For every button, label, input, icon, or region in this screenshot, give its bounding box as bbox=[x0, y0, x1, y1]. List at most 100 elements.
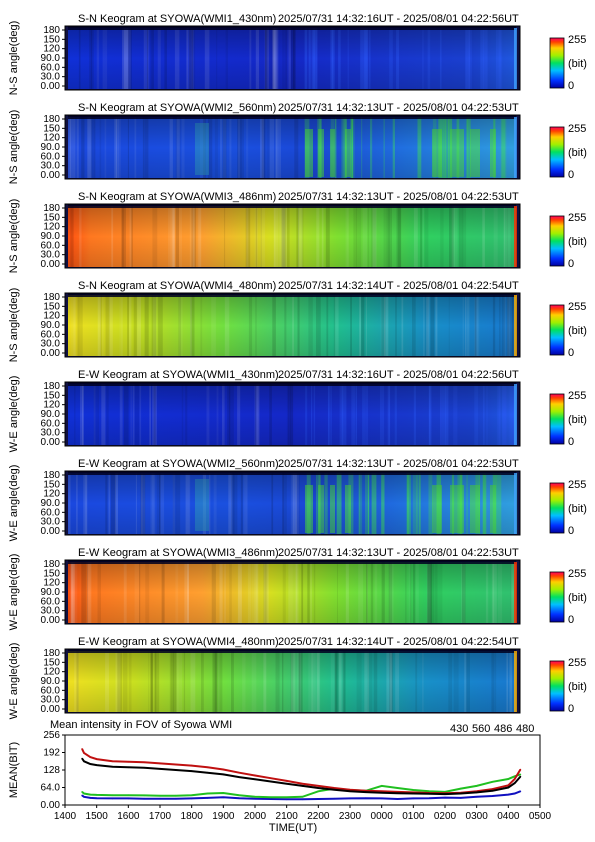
top-band bbox=[68, 471, 516, 475]
data-point-486 bbox=[81, 748, 83, 750]
mean-y-tick-label: 64.0 bbox=[41, 783, 61, 794]
colorbar bbox=[549, 37, 565, 89]
y-tick-label: 0.00 bbox=[41, 348, 61, 359]
data-point-430 bbox=[127, 797, 130, 800]
y-tick-label: 150 bbox=[43, 568, 60, 579]
keogram-panel: E-W Keogram at SYOWA(WMI4_480nm) 2025/07/… bbox=[8, 636, 587, 719]
colorbar-min-label: 0 bbox=[568, 169, 574, 181]
data-point-486 bbox=[507, 784, 510, 787]
keogram-panel: E-W Keogram at SYOWA(WMI1_430nm) 2025/07/… bbox=[8, 369, 587, 452]
mean-y-tick-label: 192 bbox=[43, 748, 60, 759]
dawn-edge bbox=[514, 295, 517, 356]
data-point-430 bbox=[491, 795, 494, 797]
data-point-480 bbox=[254, 778, 256, 781]
colorbar-max-label: 255 bbox=[568, 657, 586, 669]
colorbar-max-label: 255 bbox=[568, 301, 586, 313]
y-axis-label: N-S angle(deg) bbox=[8, 199, 20, 274]
top-band bbox=[68, 649, 516, 653]
data-point-430 bbox=[95, 797, 98, 799]
dawn-edge bbox=[514, 562, 517, 623]
data-point-480 bbox=[301, 785, 304, 787]
data-point-486 bbox=[238, 771, 240, 774]
mean-x-tick-label: 2100 bbox=[276, 811, 299, 822]
data-point-430 bbox=[83, 796, 85, 798]
data-point-560 bbox=[206, 792, 209, 795]
y-tick-label: 30.0 bbox=[41, 428, 61, 439]
mean-x-tick-label: 1400 bbox=[54, 811, 77, 822]
colorbar bbox=[549, 571, 565, 623]
panel-title: S-N Keogram at SYOWA(WMI4_480nm) bbox=[78, 280, 276, 292]
data-point-486 bbox=[254, 774, 256, 777]
y-tick-label: 180 bbox=[43, 25, 60, 36]
data-point-486 bbox=[143, 761, 145, 764]
data-point-486 bbox=[206, 766, 209, 769]
data-point-480 bbox=[190, 770, 193, 772]
mean-y-tick-label: 128 bbox=[43, 765, 60, 776]
data-point-560 bbox=[270, 796, 272, 799]
data-point-560 bbox=[143, 794, 145, 797]
legend-label-560: 560 bbox=[472, 723, 490, 735]
data-point-560 bbox=[301, 796, 304, 798]
mean-x-tick-label: 1800 bbox=[181, 811, 204, 822]
colorbar bbox=[549, 304, 565, 356]
mean-x-tick-label: 0200 bbox=[434, 811, 457, 822]
top-band bbox=[68, 115, 516, 119]
y-tick-label: 60.0 bbox=[41, 240, 61, 251]
data-point-486 bbox=[127, 761, 130, 763]
y-tick-label: 0.00 bbox=[41, 81, 61, 92]
top-band bbox=[68, 26, 516, 30]
data-point-480 bbox=[396, 792, 399, 794]
panel-title: E-W Keogram at SYOWA(WMI1_430nm) bbox=[78, 369, 279, 381]
data-point-480 bbox=[159, 768, 161, 770]
colorbar-max-label: 255 bbox=[568, 568, 586, 580]
colorbar-max-label: 255 bbox=[568, 479, 586, 491]
limb-shade bbox=[68, 473, 516, 534]
data-point-486 bbox=[519, 768, 522, 771]
top-band bbox=[68, 204, 516, 208]
legend-label-430: 430 bbox=[450, 723, 468, 735]
y-tick-label: 90.0 bbox=[41, 676, 61, 687]
data-point-480 bbox=[270, 780, 272, 783]
colorbar bbox=[549, 660, 565, 712]
data-point-480 bbox=[111, 765, 114, 768]
data-point-430 bbox=[444, 796, 446, 799]
data-point-480 bbox=[513, 782, 516, 784]
y-tick-label: 180 bbox=[43, 470, 60, 481]
y-tick-label: 180 bbox=[43, 381, 60, 392]
data-point-430 bbox=[175, 797, 177, 800]
data-point-486 bbox=[491, 788, 494, 790]
data-point-560 bbox=[81, 791, 83, 793]
mean-x-tick-label: 0300 bbox=[466, 811, 489, 822]
panel-title: E-W Keogram at SYOWA(WMI3_486nm) bbox=[78, 547, 279, 559]
keogram-panel: E-W Keogram at SYOWA(WMI2_560nm) 2025/07/… bbox=[8, 458, 587, 541]
data-point-480 bbox=[81, 757, 83, 760]
data-point-560 bbox=[460, 787, 462, 790]
mean-x-tick-label: 1600 bbox=[117, 811, 140, 822]
colorbar-min-label: 0 bbox=[568, 614, 574, 626]
y-tick-label: 180 bbox=[43, 114, 60, 125]
y-tick-label: 0.00 bbox=[41, 615, 61, 626]
y-tick-label: 150 bbox=[43, 479, 60, 490]
limb-shade bbox=[68, 206, 516, 267]
data-point-480 bbox=[95, 764, 98, 766]
limb-shade bbox=[68, 651, 516, 712]
data-point-560 bbox=[127, 794, 130, 796]
panel-time-range: 2025/07/31 14:32:16UT - 2025/08/01 04:22… bbox=[278, 369, 519, 381]
colorbar-max-label: 255 bbox=[568, 34, 586, 46]
data-point-560 bbox=[190, 794, 193, 796]
mean-x-tick-label: 0100 bbox=[402, 811, 425, 822]
colorbar-min-label: 0 bbox=[568, 525, 574, 537]
data-point-560 bbox=[222, 792, 225, 794]
keogram-panel: S-N Keogram at SYOWA(WMI3_486nm) 2025/07/… bbox=[8, 191, 587, 273]
data-point-430 bbox=[507, 793, 510, 796]
data-point-430 bbox=[428, 797, 431, 799]
y-tick-label: 0.00 bbox=[41, 704, 61, 715]
data-point-430 bbox=[270, 798, 272, 800]
y-axis-label: N-S angle(deg) bbox=[8, 110, 20, 185]
panel-title: E-W Keogram at SYOWA(WMI4_480nm) bbox=[78, 636, 279, 648]
data-point-480 bbox=[238, 776, 240, 778]
data-point-430 bbox=[81, 794, 83, 797]
y-tick-label: 60.0 bbox=[41, 62, 61, 73]
legend-label-480: 480 bbox=[516, 723, 534, 735]
top-band bbox=[68, 293, 516, 297]
